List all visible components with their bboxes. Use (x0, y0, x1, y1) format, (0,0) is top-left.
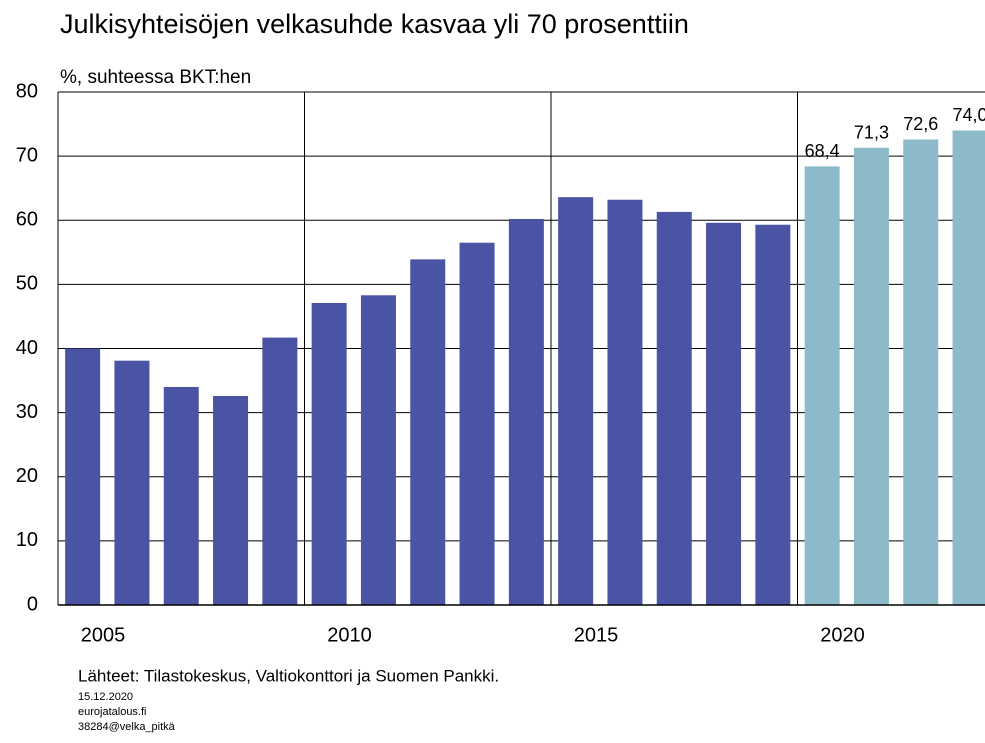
bar (903, 139, 939, 605)
value-label: 72,6 (903, 114, 938, 134)
y-tick-label: 30 (16, 401, 38, 423)
bar (410, 259, 446, 605)
bar (853, 147, 889, 605)
bar (311, 302, 347, 605)
value-label: 68,4 (805, 141, 840, 161)
source: Lähteet: Tilastokeskus, Valtiokonttori j… (78, 666, 499, 685)
chart-title: Julkisyhteisöjen velkasuhde kasvaa yli 7… (60, 9, 689, 39)
y-tick-label: 50 (16, 273, 38, 295)
bar (459, 242, 495, 605)
bar (607, 199, 643, 606)
y-tick-label: 20 (16, 465, 38, 487)
bar (213, 395, 249, 605)
x-tick-label: 2010 (327, 624, 372, 646)
value-label: 71,3 (854, 123, 889, 143)
note: 38284@velka_pitkä (78, 721, 176, 733)
y-axis-label: %, suhteessa BKT:hen (60, 67, 251, 88)
bar (656, 211, 692, 605)
bar (163, 386, 199, 605)
y-tick-label: 10 (16, 529, 38, 551)
y-tick-label: 0 (27, 593, 38, 615)
bar (804, 166, 840, 605)
x-tick-label: 2015 (574, 624, 619, 646)
bar (114, 360, 150, 605)
x-tick-label: 2020 (820, 624, 865, 646)
note: eurojatalous.fi (78, 706, 147, 718)
note: 15.12.2020 (78, 691, 133, 703)
bar (952, 130, 985, 605)
y-tick-label: 70 (16, 144, 38, 166)
bar (508, 218, 544, 605)
value-label: 74,0 (953, 105, 985, 125)
bar (558, 197, 594, 606)
y-tick-label: 40 (16, 337, 38, 359)
y-tick-label: 80 (16, 80, 38, 102)
bar (706, 222, 742, 605)
bar (65, 348, 101, 605)
y-tick-label: 60 (16, 209, 38, 231)
bar (360, 295, 396, 605)
bar (262, 337, 298, 605)
bar (755, 224, 791, 605)
x-tick-label: 2005 (81, 624, 126, 646)
